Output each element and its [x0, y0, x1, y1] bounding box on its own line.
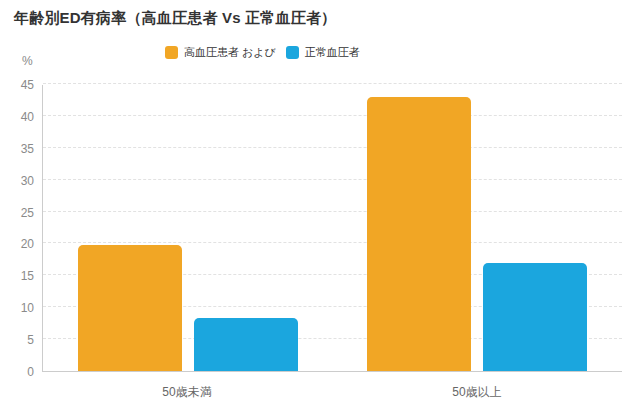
bars-container [43, 85, 622, 371]
bar [367, 97, 471, 371]
legend: 高血圧患者 および 正常血圧者 [165, 45, 360, 60]
legend-label: 正常血圧者 [305, 45, 360, 60]
bar [78, 245, 182, 371]
bar [194, 318, 298, 371]
legend-swatch [165, 46, 178, 59]
gridline [43, 83, 622, 84]
legend-item[interactable]: 高血圧患者 および [165, 45, 276, 60]
y-axis-tick-label: 20 [0, 238, 34, 250]
y-axis-tick-label: 15 [0, 270, 34, 282]
y-axis-unit-label: % [22, 54, 33, 68]
chart-title: 年齢別ED有病率（高血圧患者 Vs 正常血圧者） [14, 9, 336, 28]
y-axis-tick-label: 30 [0, 175, 34, 187]
legend-swatch [286, 46, 299, 59]
y-axis-tick-label: 40 [0, 111, 34, 123]
x-axis-category-label: 50歳以上 [332, 384, 622, 401]
x-axis-labels: 50歳未満50歳以上 [42, 384, 622, 401]
plot-area [42, 85, 622, 372]
y-axis-tick-label: 10 [0, 302, 34, 314]
x-axis-category-label: 50歳未満 [42, 384, 332, 401]
y-axis-tick-label: 5 [0, 334, 34, 346]
y-axis-tick-label: 0 [0, 366, 34, 378]
y-axis-tick-label: 25 [0, 207, 34, 219]
category-group [43, 85, 333, 371]
y-axis-tick-label: 35 [0, 143, 34, 155]
y-axis-labels: 051015202530354045 [0, 85, 34, 372]
category-group [333, 85, 623, 371]
bar [483, 263, 587, 371]
legend-label: 高血圧患者 および [184, 45, 276, 60]
legend-item[interactable]: 正常血圧者 [286, 45, 360, 60]
y-axis-tick-label: 45 [0, 79, 34, 91]
